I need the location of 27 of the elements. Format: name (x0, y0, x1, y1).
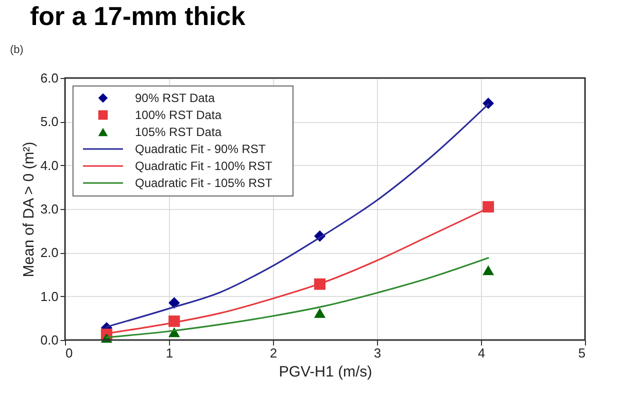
y-axis-title: Mean of DA > 0 (m²) (20, 142, 38, 278)
text: (b) (10, 44, 24, 56)
chart-title: for a 17-mm thick (30, 1, 246, 31)
x-axis-title: PGV-H1 (m/s) (278, 364, 372, 380)
legend-label: Quadratic Fit - 90% RST (135, 142, 266, 156)
y-tick-label: 0.0 (40, 332, 58, 348)
x-tick-label: 3 (374, 346, 382, 360)
y-tick-label: 5.0 (40, 114, 58, 130)
x-tick-label: 5 (578, 346, 586, 360)
x-tick-label: 0 (66, 346, 73, 360)
y-tick-label: 1.0 (40, 288, 58, 304)
point (482, 265, 494, 276)
x-tick-label: 2 (270, 346, 278, 360)
x-tick-label: 1 (166, 346, 174, 360)
legend-label: Quadratic Fit - 100% RST (135, 159, 274, 173)
y-tick-label: 3.0 (40, 202, 58, 216)
legend-label: 100% RST Data (135, 108, 222, 122)
legend-label: Quadratic Fit - 105% RST (135, 176, 274, 190)
y-tick-label: 4.0 (40, 158, 58, 173)
point (168, 297, 180, 309)
point (482, 201, 494, 213)
point (314, 308, 326, 318)
x-tick-label: 4 (478, 346, 486, 360)
legend-label: 105% RST Data (135, 125, 222, 139)
legend-label: 90% RST Data (135, 91, 216, 105)
y-tick-label: 6.0 (40, 70, 58, 86)
y-tick-label: 2.0 (40, 245, 58, 260)
